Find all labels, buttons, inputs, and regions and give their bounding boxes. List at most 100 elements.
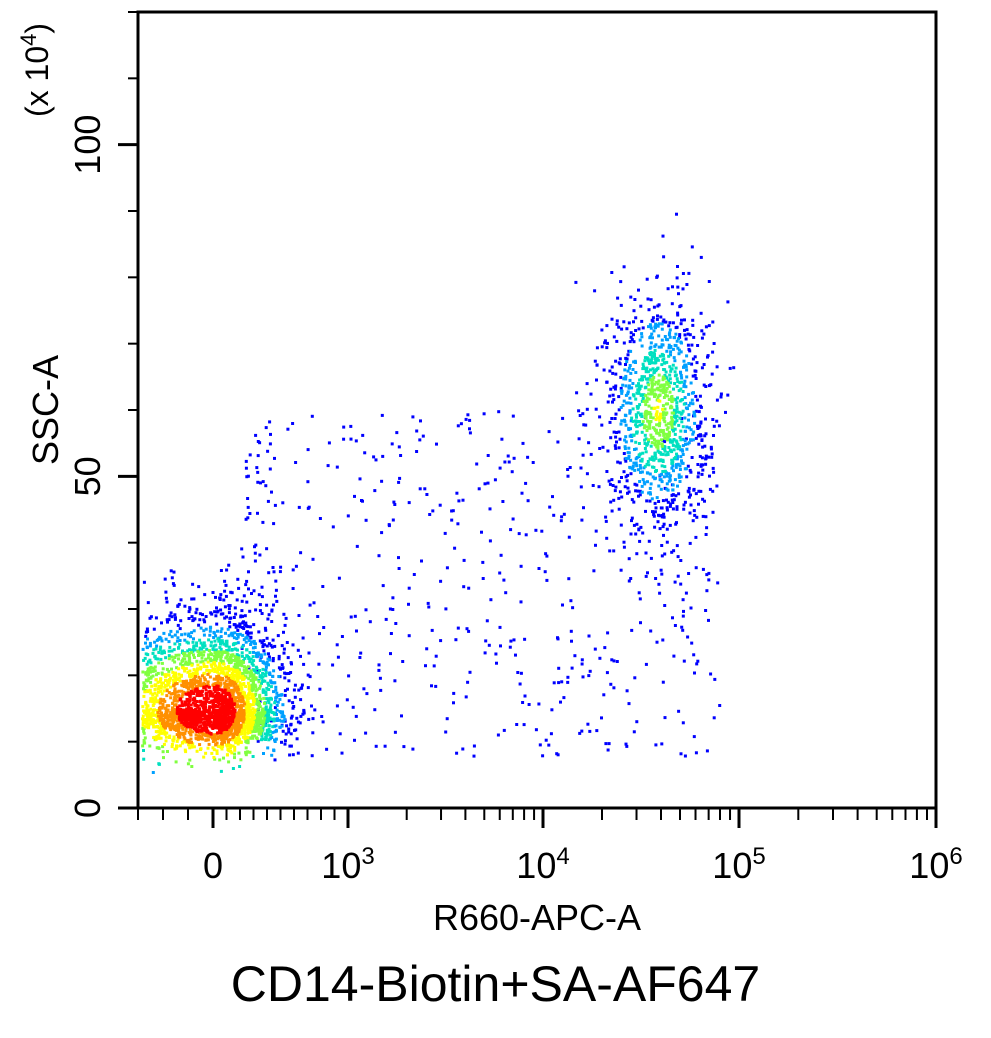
event-dot: [489, 598, 493, 602]
event-dot: [164, 739, 168, 743]
event-dot: [210, 612, 214, 616]
event-dot: [673, 624, 677, 627]
event-dot: [187, 738, 191, 742]
event-dot: [278, 710, 282, 714]
event-dot: [673, 370, 677, 374]
event-dot: [208, 633, 212, 637]
event-dot: [162, 723, 166, 727]
event-dot: [261, 671, 265, 675]
event-dot: [265, 711, 269, 714]
event-dot: [219, 635, 223, 639]
event-dot: [244, 750, 248, 754]
event-dot: [267, 701, 271, 705]
event-dot: [656, 520, 660, 524]
event-dot: [654, 476, 657, 480]
event-dot: [194, 670, 198, 674]
event-dot: [418, 487, 422, 491]
event-dot: [177, 653, 181, 657]
event-dot: [649, 392, 653, 396]
event-dot: [190, 740, 193, 744]
event-dot: [707, 618, 710, 622]
event-dot: [289, 723, 293, 727]
event-dot: [653, 348, 657, 352]
event-dot: [244, 640, 248, 644]
event-dot: [411, 747, 415, 751]
event-dot: [524, 533, 528, 537]
event-dot: [660, 480, 664, 484]
event-dot: [159, 697, 163, 701]
event-dot: [246, 731, 250, 735]
event-dot: [282, 647, 286, 651]
event-dot: [501, 500, 505, 503]
event-dot: [647, 308, 651, 312]
event-dot: [456, 522, 460, 526]
event-dot: [534, 528, 538, 532]
event-dot: [241, 555, 245, 559]
event-dot: [228, 620, 232, 624]
event-dot: [335, 643, 339, 647]
event-dot: [255, 466, 259, 470]
event-dot: [638, 338, 642, 342]
event-dot: [671, 493, 675, 497]
event-dot: [662, 533, 665, 537]
event-dot: [156, 711, 160, 714]
event-dot: [617, 496, 621, 500]
event-dot: [695, 662, 699, 666]
event-dot: [161, 745, 165, 749]
event-dot: [227, 659, 231, 663]
event-dot: [216, 726, 220, 730]
event-dot: [679, 752, 683, 756]
event-dot: [397, 445, 401, 449]
event-dot: [175, 699, 179, 703]
event-dot: [144, 672, 148, 676]
event-dot: [646, 438, 650, 442]
event-dot: [195, 749, 199, 753]
event-dot: [240, 654, 244, 658]
event-dot: [247, 677, 251, 681]
event-dot: [615, 339, 619, 343]
event-dot: [142, 749, 145, 752]
event-dot: [666, 426, 670, 430]
event-dot: [349, 615, 353, 619]
event-dot: [663, 420, 667, 424]
event-dot: [676, 396, 679, 400]
event-dot: [199, 641, 203, 645]
event-dot: [661, 525, 665, 529]
event-dot: [715, 484, 719, 488]
event-dot: [227, 604, 231, 607]
event-dot: [308, 603, 312, 607]
event-dot: [267, 655, 271, 659]
event-dot: [623, 420, 627, 424]
event-dot: [620, 389, 624, 393]
event-dot: [614, 372, 618, 376]
event-dot: [214, 677, 218, 681]
event-dot: [295, 737, 299, 741]
event-dot: [175, 690, 179, 694]
event-dot: [652, 513, 656, 516]
event-dot: [556, 636, 559, 640]
event-dot: [154, 657, 158, 661]
event-dot: [235, 675, 239, 679]
event-dot: [212, 748, 216, 752]
event-dot: [627, 455, 631, 458]
event-dot: [361, 433, 365, 437]
event-dot: [265, 686, 269, 690]
event-dot: [635, 483, 639, 487]
event-dot: [667, 333, 671, 337]
event-dot: [652, 438, 656, 442]
event-dot: [196, 705, 200, 709]
event-dot: [624, 374, 628, 378]
event-dot: [154, 738, 158, 741]
event-dot: [681, 287, 685, 291]
event-dot: [673, 580, 677, 584]
event-dot: [286, 656, 290, 660]
event-dot: [287, 727, 291, 731]
event-dot: [151, 674, 155, 678]
event-dot: [641, 420, 645, 424]
event-dot: [561, 416, 565, 420]
event-dot: [567, 535, 571, 539]
event-dot: [579, 485, 583, 489]
event-dot: [620, 391, 624, 395]
event-dot: [183, 604, 187, 608]
event-dot: [407, 586, 411, 590]
